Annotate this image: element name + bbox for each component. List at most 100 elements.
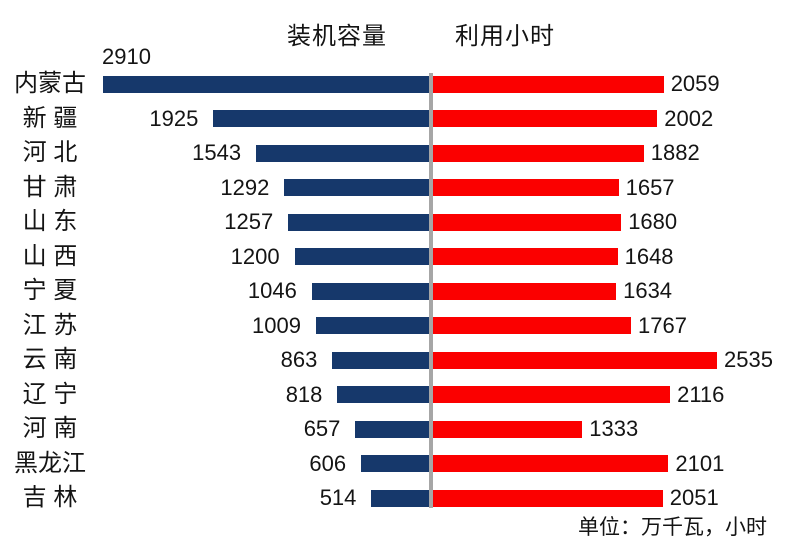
chart-row: 黑龙江 606 2101 <box>0 447 794 482</box>
category-label: 辽 宁 <box>22 380 78 408</box>
capacity-bar <box>355 420 429 438</box>
capacity-bar <box>288 213 429 231</box>
capacity-value-label: 1200 <box>230 243 280 269</box>
category-label: 山 东 <box>22 208 78 236</box>
category-label: 新 疆 <box>22 104 78 132</box>
capacity-value-label: 514 <box>319 485 357 511</box>
capacity-bar <box>361 455 429 473</box>
hours-bar <box>433 317 631 335</box>
hours-value-label: 2002 <box>664 105 714 131</box>
hours-area: 2002 <box>433 102 794 137</box>
legend-capacity-label: 装机容量 <box>287 23 387 50</box>
category-label: 内蒙古 <box>14 70 86 98</box>
capacity-bar <box>311 282 429 300</box>
category-label: 山 西 <box>22 242 78 270</box>
capacity-area: 1200 <box>100 240 429 275</box>
capacity-bar <box>294 248 429 266</box>
hours-area: 1634 <box>433 274 794 309</box>
category-label: 河 南 <box>22 415 78 443</box>
capacity-value-label: 1009 <box>252 312 301 338</box>
capacity-area: 1925 <box>100 102 429 137</box>
capacity-value-label: 818 <box>285 381 323 407</box>
hours-area: 1333 <box>433 412 794 447</box>
center-axis-line <box>429 73 433 508</box>
hours-bar <box>433 213 622 231</box>
capacity-bar <box>213 110 429 128</box>
hours-value-label: 1767 <box>638 312 687 338</box>
capacity-bar <box>332 351 429 369</box>
chart-row: 吉 林 514 2051 <box>0 481 794 516</box>
capacity-area: 1543 <box>100 136 429 171</box>
capacity-value-label: 863 <box>280 347 318 373</box>
hours-bar <box>433 489 663 507</box>
chart-row: 新 疆 1925 2002 <box>0 102 794 137</box>
category-label: 黑龙江 <box>14 449 86 477</box>
hours-value-label: 1882 <box>650 140 700 166</box>
hours-area: 1657 <box>433 171 794 206</box>
capacity-bar <box>103 75 429 93</box>
hours-area: 2051 <box>433 481 794 516</box>
chart-row: 云 南 863 2535 <box>0 343 794 378</box>
capacity-area: 1009 <box>100 309 429 344</box>
chart-row: 宁 夏 1046 1634 <box>0 274 794 309</box>
hours-area: 2116 <box>433 378 794 413</box>
hours-bar <box>433 282 617 300</box>
hours-value-label: 2059 <box>670 71 720 97</box>
capacity-value-label: 1925 <box>149 105 199 131</box>
chart-row: 甘 肃 1292 1657 <box>0 171 794 206</box>
hours-value-label: 1657 <box>625 174 675 200</box>
legend-hours-label: 利用小时 <box>455 23 555 50</box>
hours-bar <box>433 386 671 404</box>
hours-bar <box>433 110 658 128</box>
capacity-value-label: 1046 <box>247 278 297 304</box>
hours-area: 2059 <box>433 67 794 102</box>
capacity-value-label: 1543 <box>192 140 242 166</box>
hours-bar <box>433 420 583 438</box>
hours-bar <box>433 179 619 197</box>
chart-rows: 内蒙古 2910 2059 新 疆 1925 2002 河 北 1543 1882 甘 肃 1292… <box>0 46 794 516</box>
capacity-area: 1046 <box>100 274 429 309</box>
capacity-bar <box>284 179 429 197</box>
capacity-value-label: 1257 <box>224 209 274 235</box>
capacity-bar <box>371 489 429 507</box>
capacity-bar <box>256 144 429 162</box>
hours-value-label: 2535 <box>724 347 773 373</box>
hours-value-label: 2101 <box>675 450 725 476</box>
capacity-area: 2910 <box>100 46 429 102</box>
hours-area: 1680 <box>433 205 794 240</box>
chart-row: 辽 宁 818 2116 <box>0 378 794 413</box>
capacity-value-label: 657 <box>303 416 341 442</box>
hours-bar <box>433 75 664 93</box>
capacity-value-label: 2910 <box>102 44 151 69</box>
hours-area: 2535 <box>433 343 794 378</box>
hours-bar <box>433 351 717 369</box>
capacity-value-label: 1292 <box>220 174 270 200</box>
hours-area: 1767 <box>433 309 794 344</box>
category-label: 吉 林 <box>22 484 78 512</box>
chart-row: 山 西 1200 1648 <box>0 240 794 275</box>
hours-bar <box>433 248 618 266</box>
capacity-area: 1292 <box>100 171 429 206</box>
hours-bar <box>433 144 644 162</box>
chart-row: 河 南 657 1333 <box>0 412 794 447</box>
capacity-area: 863 <box>100 343 429 378</box>
hours-value-label: 1333 <box>589 416 639 442</box>
category-label: 江 苏 <box>22 311 78 339</box>
hours-value-label: 2051 <box>669 485 719 511</box>
hours-value-label: 1648 <box>624 243 674 269</box>
capacity-area: 1257 <box>100 205 429 240</box>
capacity-bar <box>316 317 429 335</box>
category-label: 甘 肃 <box>22 173 78 201</box>
hours-value-label: 1634 <box>623 278 673 304</box>
capacity-area: 606 <box>100 447 429 482</box>
chart-row: 山 东 1257 1680 <box>0 205 794 240</box>
category-label: 河 北 <box>22 139 78 167</box>
capacity-area: 657 <box>100 412 429 447</box>
unit-note: 单位：万千瓦，小时 <box>578 516 767 539</box>
chart-row: 江 苏 1009 1767 <box>0 309 794 344</box>
hours-value-label: 1680 <box>628 209 678 235</box>
capacity-bar <box>337 386 429 404</box>
hours-bar <box>433 455 669 473</box>
chart-row: 河 北 1543 1882 <box>0 136 794 171</box>
